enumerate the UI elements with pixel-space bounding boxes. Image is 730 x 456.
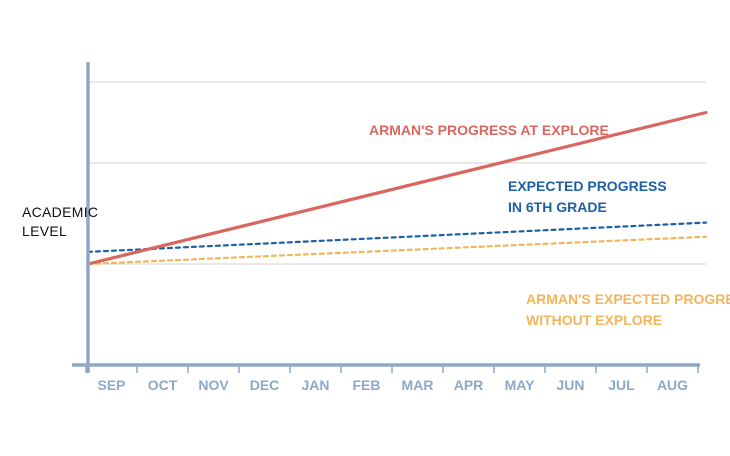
x-axis-ticks: SEP OCT NOV DEC JAN FEB MAR APR MAY JUN JUL AUG bbox=[85, 365, 699, 393]
series-line-3 bbox=[86, 235, 708, 266]
x-tick-label: OCT bbox=[148, 377, 178, 393]
x-tick-label: MAY bbox=[505, 377, 535, 393]
series-1-label: ARMAN'S PROGRESS AT EXPLORE bbox=[369, 122, 609, 138]
series-labels: ARMAN'S PROGRESS AT EXPLORE EXPECTED PROG… bbox=[369, 122, 730, 328]
x-tick-label: MAR bbox=[402, 377, 434, 393]
x-tick-label: SEP bbox=[97, 377, 125, 393]
x-tick-label: JUL bbox=[608, 377, 635, 393]
x-tick-label: DEC bbox=[250, 377, 280, 393]
y-axis-label-line-2: LEVEL bbox=[22, 223, 68, 239]
series-line-1 bbox=[86, 110, 708, 266]
series-3-label-line-2: WITHOUT EXPLORE bbox=[526, 312, 662, 328]
y-axis-label: ACADEMIC LEVEL bbox=[22, 203, 98, 241]
x-tick-label: JUN bbox=[556, 377, 584, 393]
y-axis-label-line-1: ACADEMIC bbox=[22, 204, 99, 220]
series-lines bbox=[86, 110, 708, 266]
x-tick-label: APR bbox=[454, 377, 484, 393]
series-2-label-line-2: IN 6TH GRADE bbox=[508, 199, 607, 215]
gridlines bbox=[88, 81, 706, 265]
x-tick-label: JAN bbox=[301, 377, 329, 393]
x-tick-label: AUG bbox=[657, 377, 688, 393]
x-tick-label: NOV bbox=[198, 377, 229, 393]
series-line-2 bbox=[86, 221, 708, 253]
x-tick-label: FEB bbox=[353, 377, 381, 393]
series-2-label-line-1: EXPECTED PROGRESS bbox=[508, 178, 667, 194]
series-3-label-line-1: ARMAN'S EXPECTED PROGRESS bbox=[526, 291, 730, 307]
